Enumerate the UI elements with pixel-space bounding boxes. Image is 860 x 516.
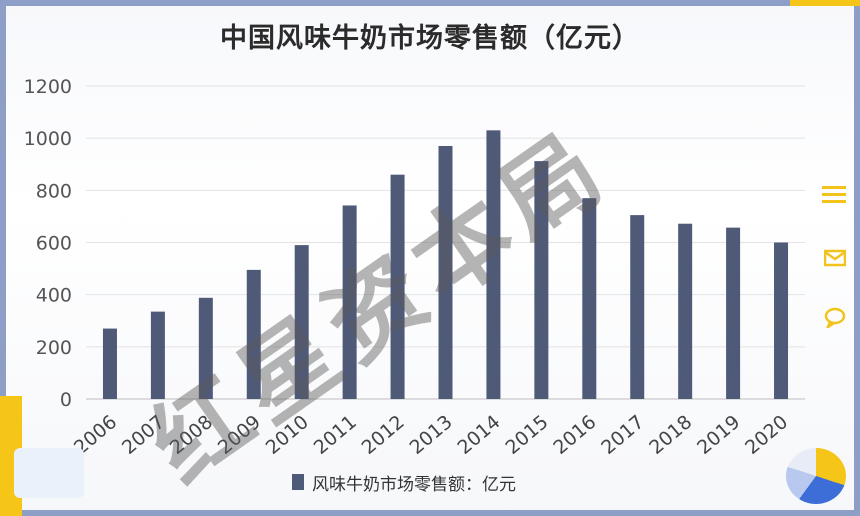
bar-2016 [582,198,597,399]
x-tick-label: 2012 [358,411,409,459]
bar-2009 [246,269,261,399]
bar-2018 [678,223,693,399]
bar-2015 [534,161,549,399]
frame-border-left [0,0,6,516]
x-tick-label: 2013 [406,411,457,459]
y-tick-label: 400 [36,285,72,307]
y-tick-label: 0 [60,389,72,411]
legend: 风味牛奶市场零售额：亿元 [292,470,516,495]
frame-border-bottom [0,510,860,516]
frame-border-right [854,0,860,516]
x-tick-label: 2015 [501,411,552,459]
bar-2006 [102,328,117,399]
bar-2008 [198,297,213,399]
x-tick-label: 2018 [645,411,696,459]
bar-2011 [342,205,357,399]
x-tick-label: 2014 [453,411,504,459]
bar-2014 [486,130,501,399]
corner-accent-top [790,0,860,6]
bar-2007 [150,311,165,399]
x-tick-label: 2011 [310,411,361,459]
frame-border-top [0,0,860,6]
x-tick-label: 2020 [741,411,792,459]
mail-icon[interactable] [823,248,847,273]
y-tick-label: 200 [36,337,72,359]
legend-label: 风味牛奶市场零售额：亿元 [312,474,516,495]
x-tick-label: 2010 [262,411,313,459]
x-tick-label: 2017 [597,411,648,459]
bar-2017 [630,215,645,399]
decorative-donut-icon [786,448,846,504]
x-tick-label: 2007 [118,411,169,459]
menu-icon[interactable] [822,184,846,212]
x-tick-label: 2016 [549,411,600,459]
x-tick-label: 2008 [166,411,217,459]
bars [102,130,789,399]
y-tick-label: 1200 [24,76,72,98]
legend-swatch [292,474,304,490]
y-tick-label: 600 [36,233,72,255]
y-tick-label: 1000 [24,128,72,150]
bar-2013 [438,145,453,399]
chat-icon[interactable] [824,306,846,334]
x-tick-label: 2019 [693,411,744,459]
x-axis-ticks: 2006200720082009201020112012201320142015… [70,411,792,459]
y-axis-ticks: 0 200 400 600 800 1000 1200 [24,76,72,411]
bar-2019 [726,227,741,399]
chart-title: 中国风味牛奶市场零售额（亿元） [220,23,640,54]
bar-2020 [774,242,789,399]
x-tick-label: 2009 [214,411,265,459]
bar-2010 [294,245,309,399]
bar-2012 [390,174,405,399]
decorative-illustration [14,448,84,498]
y-tick-label: 800 [36,180,72,202]
